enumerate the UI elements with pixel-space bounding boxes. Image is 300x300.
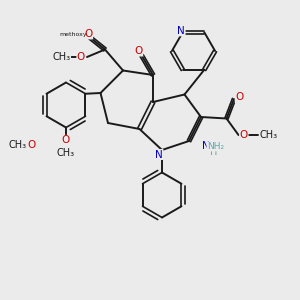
Text: N: N: [202, 140, 209, 151]
Text: CH₃: CH₃: [9, 140, 27, 151]
Text: N: N: [177, 26, 185, 36]
Text: H: H: [210, 147, 217, 158]
Text: O: O: [240, 130, 248, 140]
Text: NH₂: NH₂: [207, 142, 224, 151]
Text: CH₃: CH₃: [52, 52, 70, 62]
Text: CH₃: CH₃: [260, 130, 278, 140]
Text: O: O: [27, 140, 36, 151]
Text: CH₃: CH₃: [57, 148, 75, 158]
Text: methoxy: methoxy: [60, 32, 87, 37]
Text: O: O: [134, 46, 143, 56]
Text: O: O: [62, 135, 70, 146]
Text: O: O: [84, 29, 93, 39]
Text: O: O: [77, 52, 85, 62]
Text: O: O: [235, 92, 244, 103]
Text: N: N: [155, 149, 163, 160]
